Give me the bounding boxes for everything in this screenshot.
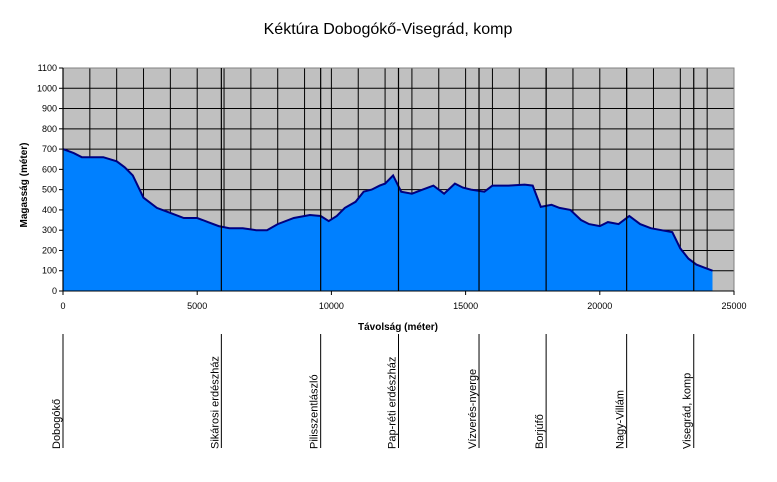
- y-tick-label: 400: [42, 205, 57, 215]
- waypoint-label: Pap-réti erdészház: [387, 357, 399, 449]
- y-tick-label: 300: [42, 225, 57, 235]
- elevation-area: [63, 149, 713, 291]
- y-tick-label: 800: [42, 124, 57, 134]
- waypoint-markers: Dobogókő Sikárosi erdészház Pilisszentlász…: [51, 68, 695, 449]
- x-tick-label: 0: [60, 301, 65, 311]
- y-tick-label: 0: [52, 286, 57, 296]
- x-axis-ticks: 0 5000 10000 15000 20000 25000: [60, 290, 747, 311]
- y-tick-label: 1100: [38, 63, 57, 73]
- y-tick-label: 1000: [37, 83, 57, 93]
- waypoint-label: Vízverés-nyerge: [467, 369, 479, 449]
- y-axis-label: Magasság (méter): [19, 142, 30, 227]
- x-tick-label: 20000: [587, 301, 612, 311]
- x-tick-label: 15000: [453, 301, 478, 311]
- y-tick-label: 500: [42, 185, 57, 195]
- x-axis-label: Távolság (méter): [358, 322, 438, 333]
- y-tick-label: 900: [42, 104, 57, 114]
- y-tick-label: 600: [42, 164, 57, 174]
- y-tick-label: 200: [42, 245, 57, 255]
- y-axis-ticks: 0 100 200 300 400 500 600 700 800 900 1000 1100: [37, 63, 63, 296]
- waypoint-label: Sikárosi erdészház: [209, 356, 221, 449]
- y-tick-label: 100: [42, 266, 57, 276]
- waypoint-label: Visegrád, komp: [682, 373, 694, 449]
- y-tick-label: 700: [42, 144, 57, 154]
- waypoint-label: Borjúfő: [534, 414, 546, 449]
- elevation-line: [62, 148, 713, 272]
- x-tick-label: 25000: [721, 301, 746, 311]
- waypoint-label: Dobogókő: [51, 399, 63, 449]
- x-tick-label: 5000: [187, 301, 207, 311]
- chart-title: Kéktúra Dobogókő-Visegrád, komp: [264, 21, 513, 38]
- waypoint-label: Nagy-Villám: [615, 390, 627, 449]
- waypoint-label: Pilisszentlászló: [309, 374, 321, 449]
- x-tick-label: 10000: [319, 301, 344, 311]
